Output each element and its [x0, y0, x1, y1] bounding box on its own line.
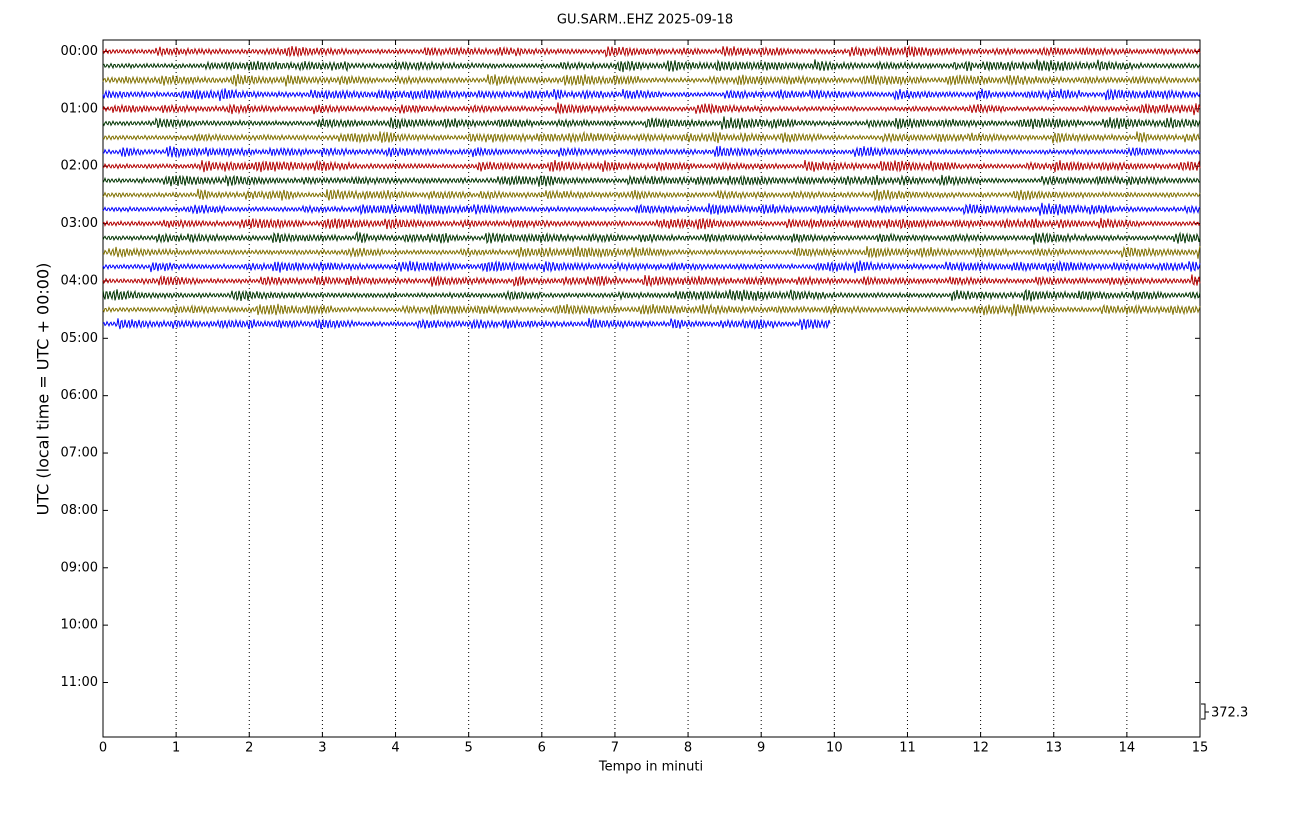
x-tick-label: 1 [172, 741, 180, 756]
trace [102, 260, 1201, 274]
x-tick-label: 0 [99, 741, 107, 756]
y-tick-label: 05:00 [61, 331, 98, 346]
y-tick-label: 01:00 [61, 101, 98, 116]
y-tick-label: 10:00 [61, 618, 98, 633]
x-tick-label: 14 [1119, 741, 1136, 756]
trace [102, 116, 1201, 130]
x-tick-label: 7 [611, 741, 619, 756]
y-tick-label: 11:00 [61, 675, 98, 690]
trace [102, 188, 1201, 202]
x-tick-label: 8 [684, 741, 692, 756]
y-tick-label: 02:00 [61, 159, 98, 174]
trace [102, 217, 1201, 230]
chart-title: GU.SARM..EHZ 2025-09-18 [557, 13, 733, 28]
x-tick-label: 3 [318, 741, 326, 756]
trace [102, 88, 1201, 102]
x-tick-label: 6 [538, 741, 546, 756]
y-tick-label: 04:00 [61, 273, 98, 288]
trace [102, 45, 1201, 58]
y-tick-label: 03:00 [61, 216, 98, 231]
trace [102, 73, 1201, 87]
x-tick-label: 4 [391, 741, 399, 756]
trace [102, 317, 831, 330]
trace [102, 59, 1201, 73]
y-tick-label: 09:00 [61, 560, 98, 575]
plot-frame [102, 39, 1201, 738]
x-axis-label: Tempo in minuti [598, 760, 703, 775]
x-tick-label: 5 [465, 741, 473, 756]
x-tick-label: 13 [1045, 741, 1062, 756]
trace [102, 288, 1201, 302]
scale-bar [1201, 703, 1209, 720]
y-tick-label: 08:00 [61, 503, 98, 518]
trace [102, 159, 1201, 173]
x-tick-label: 2 [245, 741, 253, 756]
trace [102, 274, 1201, 288]
trace [102, 202, 1201, 216]
x-tick-label: 9 [757, 741, 765, 756]
trace [102, 230, 1201, 245]
x-tick-label: 11 [899, 741, 916, 756]
x-tick-label: 15 [1192, 741, 1209, 756]
y-tick-label: 07:00 [61, 446, 98, 461]
trace [102, 130, 1201, 144]
y-tick-label: 06:00 [61, 388, 98, 403]
y-axis-label: UTC (local time = UTC + 00:00) [34, 263, 53, 516]
x-tick-label: 12 [972, 741, 989, 756]
trace [102, 102, 1201, 116]
trace [102, 303, 1201, 318]
x-tick-label: 10 [826, 741, 843, 756]
trace [102, 145, 1201, 159]
trace [102, 174, 1201, 187]
trace [102, 245, 1201, 259]
scale-label: 372.3 [1211, 706, 1248, 721]
y-tick-label: 00:00 [61, 44, 98, 59]
